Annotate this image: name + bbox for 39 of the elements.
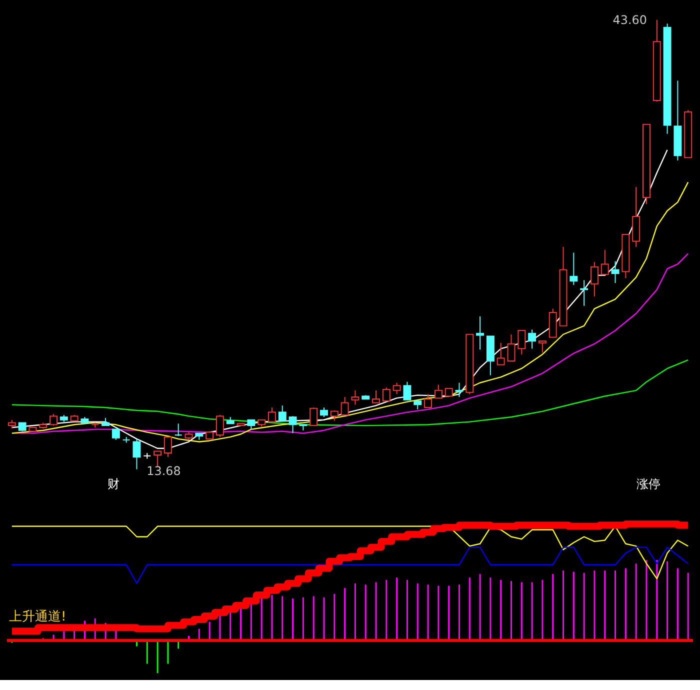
text: 涨停 [636,477,660,492]
annotation: 13.68 [146,464,181,478]
candlestick [496,342,505,366]
candlestick [216,414,224,438]
candlestick [340,396,349,416]
candlestick [164,436,172,458]
text: 财 [107,477,120,492]
candlestick [50,414,58,426]
candlestick [247,419,256,430]
candlestick [538,340,546,353]
candlestick [518,330,526,355]
candlestick [611,260,620,284]
candlestick [600,249,609,275]
candlestick [424,394,432,408]
candlestick [392,382,401,395]
candlestick [288,416,297,434]
candlestick [320,407,328,418]
candlestick [570,252,578,286]
candlestick [372,390,380,404]
candlestick [112,428,120,440]
candlestick [278,405,286,422]
candlestick [528,329,536,350]
candlestick [507,334,516,362]
candlestick [132,438,141,470]
candlestick [590,262,598,297]
candlestick [174,423,182,437]
candlestick [580,280,588,306]
candlestick [382,387,390,402]
annotation: 上升通道! [8,609,66,624]
candlestick [330,410,338,422]
candlestick [154,450,162,467]
candlestick [351,390,360,406]
candlestick [455,382,464,398]
candlestick [434,384,442,399]
candlestick [476,316,484,350]
candlestick [310,407,318,426]
annotation: 43.60 [612,12,647,27]
candlestick [403,381,412,400]
candlestick [268,407,276,422]
